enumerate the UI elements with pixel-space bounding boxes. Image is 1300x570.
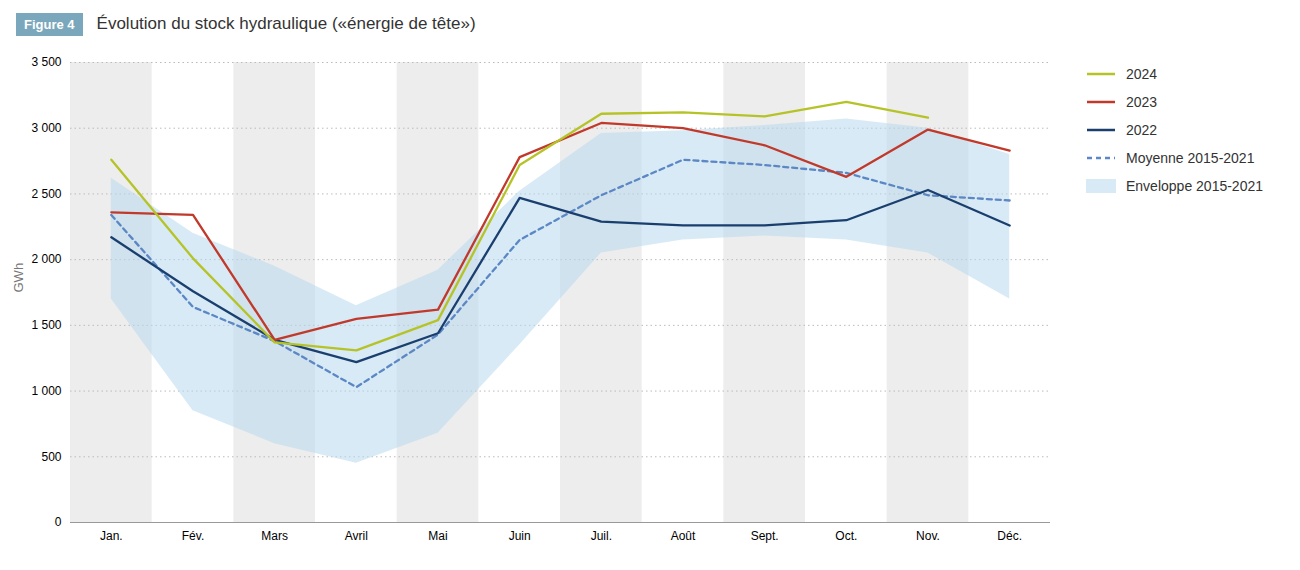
svg-text:Mai: Mai xyxy=(428,529,447,543)
svg-text:Avril: Avril xyxy=(345,529,368,543)
html-text:2024: 2024 xyxy=(1126,66,1158,82)
svg-text:Déc.: Déc. xyxy=(997,529,1022,543)
svg-text:2 000: 2 000 xyxy=(31,252,61,266)
svg-text:3 000: 3 000 xyxy=(31,121,61,135)
svg-text:Nov.: Nov. xyxy=(916,529,940,543)
svg-text:Jan.: Jan. xyxy=(100,529,123,543)
svg-text:Sept.: Sept. xyxy=(751,529,779,543)
html-text:Figure 4: Figure 4 xyxy=(24,16,75,32)
svg-text:Août: Août xyxy=(671,529,696,543)
svg-text:Mars: Mars xyxy=(261,529,288,543)
svg-text:GWh: GWh xyxy=(11,263,26,293)
svg-text:Oct.: Oct. xyxy=(835,529,857,543)
html-text:Enveloppe 2015-2021: Enveloppe 2015-2021 xyxy=(1126,178,1263,194)
html-text:2022: 2022 xyxy=(1126,122,1158,138)
svg-text:1 000: 1 000 xyxy=(31,384,61,398)
svg-text:Juil.: Juil. xyxy=(591,529,612,543)
html-text:Évolution du stock hydraulique: Évolution du stock hydraulique («énergie… xyxy=(96,14,476,33)
html-text:Moyenne 2015-2021: Moyenne 2015-2021 xyxy=(1126,150,1255,166)
svg-text:500: 500 xyxy=(41,450,61,464)
svg-text:Fév.: Fév. xyxy=(182,529,204,543)
html-text:2023: 2023 xyxy=(1126,94,1158,110)
svg-text:1 500: 1 500 xyxy=(31,318,61,332)
svg-text:0: 0 xyxy=(55,515,62,529)
svg-text:2 500: 2 500 xyxy=(31,187,61,201)
svg-text:3 500: 3 500 xyxy=(31,55,61,69)
svg-text:Juin: Juin xyxy=(509,529,531,543)
